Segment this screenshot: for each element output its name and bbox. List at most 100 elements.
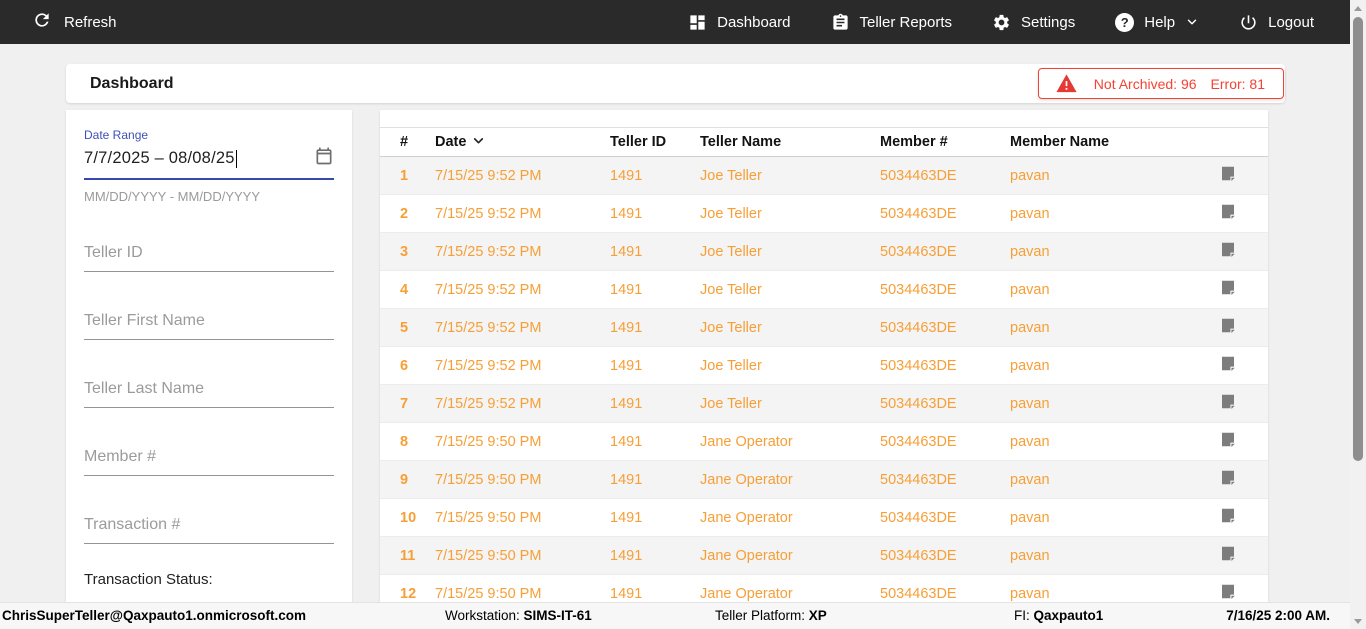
refresh-label: Refresh [64, 13, 117, 31]
status-alert-badge[interactable]: Not Archived: 96 Error: 81 [1037, 68, 1284, 99]
column-header-member-number[interactable]: Member # [880, 134, 948, 150]
row-number: 4 [400, 281, 409, 298]
error-count: Error: 81 [1210, 75, 1265, 92]
nav-item-logout[interactable]: Logout [1239, 13, 1314, 32]
note-icon[interactable] [1219, 430, 1237, 453]
row-member-number: 5034463DE [880, 395, 957, 412]
platform-value: XP [808, 608, 827, 623]
nav-item-settings[interactable]: Settings [992, 13, 1075, 32]
table-row[interactable]: 3 7/15/25 9:52 PM 1491 Joe Teller 503446… [380, 233, 1268, 271]
platform-label: Teller Platform: [715, 608, 806, 623]
row-member-number: 5034463DE [880, 433, 957, 450]
row-teller-name: Joe Teller [700, 357, 762, 374]
row-member-name: pavan [1010, 547, 1050, 564]
column-header-teller-name[interactable]: Teller Name [700, 134, 782, 150]
row-member-number: 5034463DE [880, 281, 957, 298]
table-header-row: # Date Teller ID Teller Name Member # Me… [380, 127, 1268, 157]
note-icon[interactable] [1219, 202, 1237, 225]
row-date: 7/15/25 9:50 PM [435, 585, 542, 602]
teller-last-name-input[interactable] [84, 378, 334, 408]
scroll-down-button[interactable] [1350, 613, 1366, 629]
nav-item-label: Logout [1268, 13, 1314, 31]
row-date: 7/15/25 9:50 PM [435, 471, 542, 488]
column-header-member-name[interactable]: Member Name [1010, 134, 1110, 150]
scrollbar-thumb[interactable] [1353, 17, 1363, 461]
row-member-number: 5034463DE [880, 205, 957, 222]
help-icon: ? [1115, 12, 1135, 32]
note-icon[interactable] [1219, 544, 1237, 567]
scroll-up-button[interactable] [1350, 0, 1366, 16]
top-navbar: Refresh Dashboard Teller Reports Setting… [0, 0, 1350, 44]
date-range-field[interactable]: Date Range 7/7/2025 – 08/08/25 MM/DD/YYY… [84, 128, 334, 204]
date-range-value[interactable]: 7/7/2025 – 08/08/25 [84, 149, 235, 167]
note-icon[interactable] [1219, 506, 1237, 529]
row-number: 7 [400, 395, 409, 412]
teller-id-input[interactable] [84, 242, 334, 272]
nav-item-label: Dashboard [717, 13, 791, 31]
column-header-number[interactable]: # [400, 134, 409, 150]
table-row[interactable]: 5 7/15/25 9:52 PM 1491 Joe Teller 503446… [380, 309, 1268, 347]
table-row[interactable]: 4 7/15/25 9:52 PM 1491 Joe Teller 503446… [380, 271, 1268, 309]
page-title: Dashboard [90, 74, 174, 92]
chevron-down-icon [1185, 15, 1199, 29]
column-header-date[interactable]: Date [435, 134, 610, 151]
calendar-icon[interactable] [314, 146, 334, 171]
row-teller-id: 1491 [610, 243, 643, 260]
table-row[interactable]: 8 7/15/25 9:50 PM 1491 Jane Operator 503… [380, 423, 1268, 461]
table-row[interactable]: 11 7/15/25 9:50 PM 1491 Jane Operator 50… [380, 537, 1268, 575]
row-member-name: pavan [1010, 433, 1050, 450]
note-icon[interactable] [1219, 468, 1237, 491]
row-member-name: pavan [1010, 585, 1050, 602]
row-teller-name: Joe Teller [700, 205, 762, 222]
row-number: 5 [400, 319, 409, 336]
note-icon[interactable] [1219, 582, 1237, 605]
table-row[interactable]: 1 7/15/25 9:52 PM 1491 Joe Teller 503446… [380, 157, 1268, 195]
nav-item-dashboard[interactable]: Dashboard [688, 13, 791, 32]
row-teller-id: 1491 [610, 471, 643, 488]
row-member-number: 5034463DE [880, 471, 957, 488]
row-member-number: 5034463DE [880, 547, 957, 564]
note-icon[interactable] [1219, 354, 1237, 377]
table-row[interactable]: 7 7/15/25 9:52 PM 1491 Joe Teller 503446… [380, 385, 1268, 423]
table-row[interactable]: 2 7/15/25 9:52 PM 1491 Joe Teller 503446… [380, 195, 1268, 233]
date-range-label: Date Range [84, 128, 149, 142]
table-row[interactable]: 9 7/15/25 9:50 PM 1491 Jane Operator 503… [380, 461, 1268, 499]
row-teller-id: 1491 [610, 585, 643, 602]
table-row[interactable]: 10 7/15/25 9:50 PM 1491 Jane Operator 50… [380, 499, 1268, 537]
row-member-name: pavan [1010, 167, 1050, 184]
page-scrollbar[interactable] [1350, 0, 1366, 629]
note-icon[interactable] [1219, 278, 1237, 301]
row-number: 1 [400, 167, 409, 184]
table-row[interactable]: 6 7/15/25 9:52 PM 1491 Joe Teller 503446… [380, 347, 1268, 385]
sort-descending-icon [472, 134, 485, 151]
row-member-number: 5034463DE [880, 585, 957, 602]
fi-info: FI: Qaxpauto1 [1014, 603, 1103, 629]
row-number: 11 [400, 547, 416, 564]
gear-icon [992, 13, 1011, 32]
row-teller-id: 1491 [610, 167, 643, 184]
transaction-number-input[interactable] [84, 514, 334, 544]
teller-first-name-input[interactable] [84, 310, 334, 340]
nav-item-label: Settings [1021, 13, 1076, 31]
note-icon[interactable] [1219, 164, 1237, 187]
row-member-number: 5034463DE [880, 167, 957, 184]
row-number: 9 [400, 471, 409, 488]
row-member-name: pavan [1010, 319, 1050, 336]
row-teller-name: Joe Teller [700, 281, 762, 298]
nav-item-teller-reports[interactable]: Teller Reports [831, 13, 952, 32]
refresh-button[interactable]: Refresh [32, 10, 117, 34]
member-number-input[interactable] [84, 446, 334, 476]
row-member-number: 5034463DE [880, 319, 957, 336]
filter-sidebar: Date Range 7/7/2025 – 08/08/25 MM/DD/YYY… [66, 110, 352, 629]
row-number: 6 [400, 357, 409, 374]
row-date: 7/15/25 9:52 PM [435, 281, 542, 298]
navbar-menu: Dashboard Teller Reports Settings ? Help [688, 12, 1314, 32]
note-icon[interactable] [1219, 240, 1237, 263]
note-icon[interactable] [1219, 316, 1237, 339]
row-date: 7/15/25 9:52 PM [435, 319, 542, 336]
nav-item-help[interactable]: ? Help [1115, 12, 1199, 32]
column-header-teller-id[interactable]: Teller ID [610, 134, 667, 150]
row-member-number: 5034463DE [880, 357, 957, 374]
row-member-name: pavan [1010, 357, 1050, 374]
note-icon[interactable] [1219, 392, 1237, 415]
